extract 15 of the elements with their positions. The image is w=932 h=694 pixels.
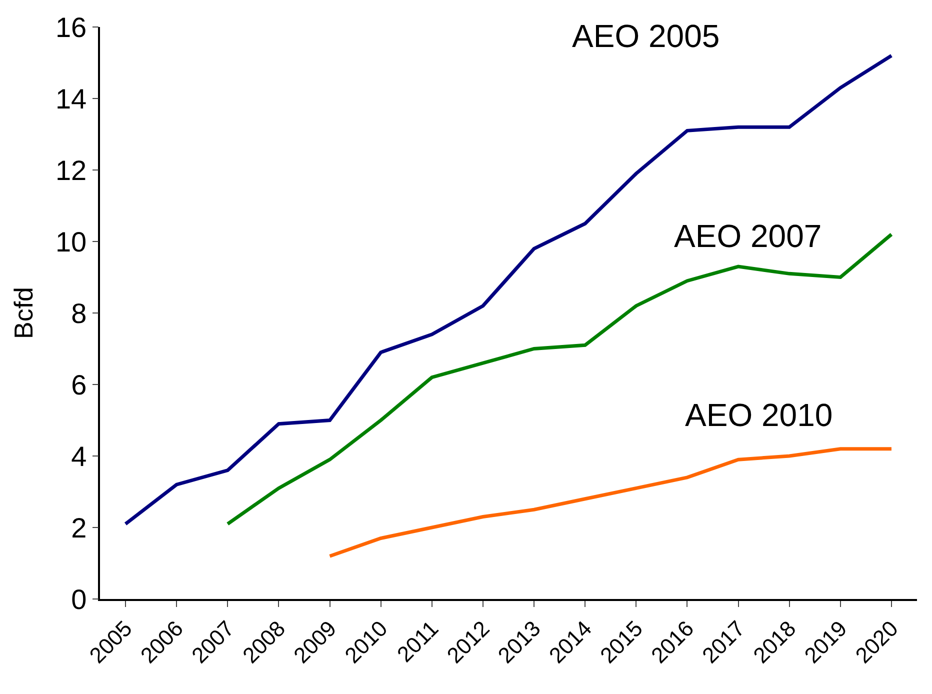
y-tick-label: 8 [71,298,87,329]
y-tick-label: 14 [55,83,87,114]
y-tick-label: 4 [71,440,87,472]
line-series [328,447,894,558]
y-tick-label: 0 [71,584,87,615]
y-axis-title: Bcfd [8,286,38,340]
y-tick-label: 16 [55,12,87,43]
line-series [124,54,894,526]
text: AEO 2005 [572,18,720,54]
y-tick-label: 2 [71,512,87,544]
y-tick-label: 12 [55,154,87,186]
series-label: AEO 2007 [674,218,822,254]
y-tick-label: 10 [55,226,87,258]
series-label: AEO 2010 [685,397,833,433]
y-tick-label: 6 [71,369,87,400]
